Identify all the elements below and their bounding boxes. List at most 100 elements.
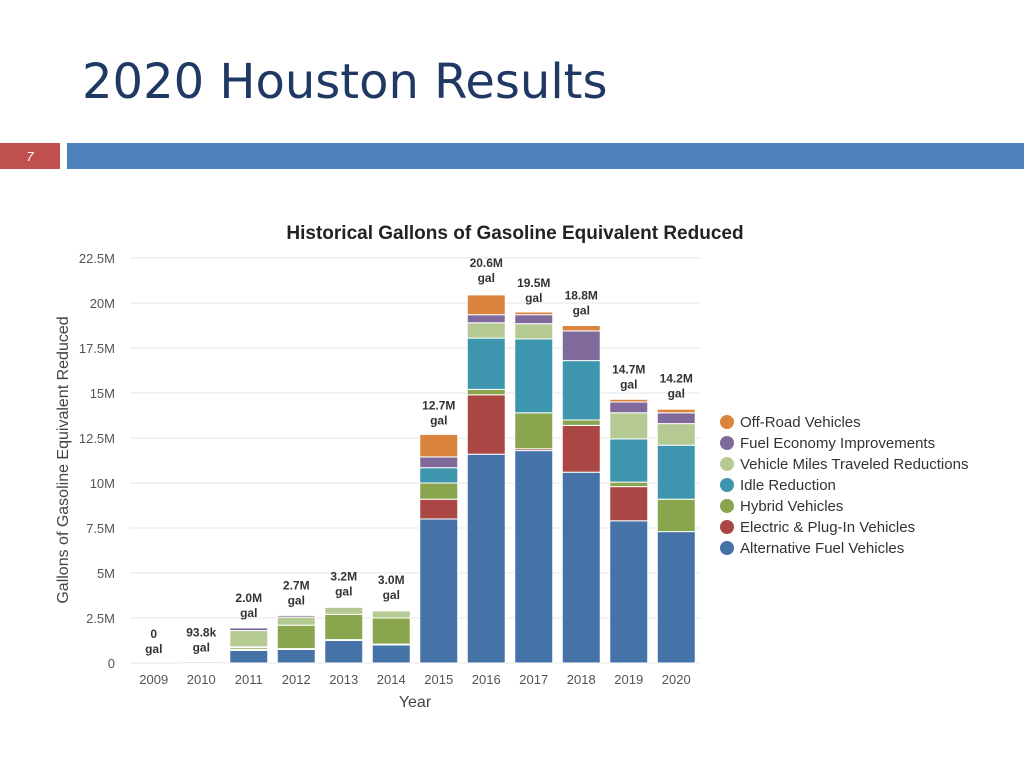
bar-segment [561, 360, 601, 421]
legend-label: Vehicle Miles Traveled Reductions [740, 456, 968, 473]
bar-segment [324, 613, 364, 641]
total-label: 2.0M [235, 591, 262, 605]
bar-segment [609, 481, 649, 488]
total-label: gal [620, 377, 637, 391]
x-axis: 2009 2010 2011 2012 2013 2014 2015 2016 2017 2018… [139, 672, 690, 687]
legend-marker [720, 499, 734, 513]
legend-label: Idle Reduction [740, 477, 836, 494]
total-label: 20.6M [470, 256, 503, 270]
y-tick-label: 22.5M [79, 251, 115, 266]
bar-segment [229, 627, 269, 632]
x-tick-label: 2019 [614, 672, 643, 687]
bar-segment [466, 394, 506, 455]
bar-segment [609, 520, 649, 664]
total-labels: 0gal93.8kgal2.0Mgal2.7Mgal3.2Mgal3.0Mgal… [145, 256, 693, 656]
y-tick-label: 0 [108, 656, 115, 671]
bar-segment [656, 444, 696, 500]
bar-segment [466, 322, 506, 339]
bar-segment [514, 412, 554, 450]
total-label: 3.0M [378, 573, 405, 587]
total-label: gal [668, 386, 685, 400]
chart-title: Historical Gallons of Gasoline Equivalen… [286, 223, 743, 244]
grid-lines [130, 257, 700, 664]
total-label: 0 [150, 627, 157, 641]
bar-segment [514, 311, 554, 316]
bar-segment [419, 482, 459, 500]
total-label: gal [430, 413, 447, 427]
y-tick-label: 10M [90, 476, 115, 491]
total-label: 3.2M [330, 569, 357, 583]
x-tick-label: 2020 [662, 672, 691, 687]
y-axis: 0 2.5M 5M 7.5M 10M 12.5M 15M 17.5M 20M 22.5M [79, 251, 115, 671]
bar-segment [609, 398, 649, 403]
bar-segment [229, 649, 269, 664]
bar-segment [609, 401, 649, 414]
y-tick-label: 15M [90, 386, 115, 401]
bar-segment [324, 604, 364, 607]
legend-label: Hybrid Vehicles [740, 498, 843, 515]
bar-segment [419, 518, 459, 664]
bar-segment [324, 606, 364, 615]
bar-segment [371, 644, 411, 664]
y-tick-label: 5M [97, 566, 115, 581]
x-tick-label: 2009 [139, 672, 168, 687]
bar-segment [656, 498, 696, 533]
bar-segment [276, 613, 316, 616]
legend-label: Electric & Plug-In Vehicles [740, 519, 915, 536]
bar-segment [656, 408, 696, 414]
total-label: 14.7M [612, 362, 645, 376]
bar-segment [419, 433, 459, 458]
bar-segment [561, 471, 601, 664]
legend: Off-Road Vehicles Fuel Economy Improvemen… [720, 414, 968, 557]
y-tick-label: 7.5M [86, 521, 115, 536]
bar-segment [371, 617, 411, 645]
bar-segment [466, 314, 506, 324]
bar-segment [419, 498, 459, 520]
bar-segment [656, 423, 696, 446]
legend-marker [720, 520, 734, 534]
title-underline-bar [67, 143, 1024, 169]
x-tick-label: 2012 [282, 672, 311, 687]
y-tick-label: 17.5M [79, 341, 115, 356]
bar-segment [466, 294, 506, 316]
legend-marker [720, 436, 734, 450]
x-tick-label: 2013 [329, 672, 358, 687]
bar-segment [466, 337, 506, 390]
bar-segment [324, 640, 364, 664]
bar-segment [514, 450, 554, 664]
bar-segment [514, 338, 554, 414]
total-label: gal [145, 642, 162, 656]
y-tick-label: 2.5M [86, 611, 115, 626]
total-label: gal [240, 606, 257, 620]
bar-segment [609, 486, 649, 522]
bar-segment [181, 660, 221, 663]
legend-marker [720, 541, 734, 555]
total-label: gal [383, 588, 400, 602]
slide-title: 2020 Houston Results [82, 54, 608, 110]
legend-marker [720, 457, 734, 471]
x-tick-label: 2015 [424, 672, 453, 687]
total-label: gal [288, 593, 305, 607]
bar-segment [419, 467, 459, 484]
total-label: 93.8k [186, 625, 216, 639]
legend-label: Fuel Economy Improvements [740, 435, 935, 452]
x-tick-label: 2018 [567, 672, 596, 687]
bar-segment [276, 649, 316, 664]
page-number-badge: 7 [0, 143, 60, 169]
total-label: gal [525, 291, 542, 305]
bar-segment [276, 624, 316, 650]
x-tick-label: 2017 [519, 672, 548, 687]
bar-segment [229, 630, 269, 648]
bar-segment [371, 608, 411, 611]
y-tick-label: 12.5M [79, 431, 115, 446]
total-label: gal [573, 304, 590, 318]
bar-segment [466, 388, 506, 396]
bar-segment [656, 531, 696, 664]
total-label: 19.5M [517, 276, 550, 290]
bar-segment [561, 330, 601, 362]
total-label: 12.7M [422, 398, 455, 412]
legend-marker [720, 478, 734, 492]
bar-segment [656, 412, 696, 425]
y-tick-label: 20M [90, 296, 115, 311]
